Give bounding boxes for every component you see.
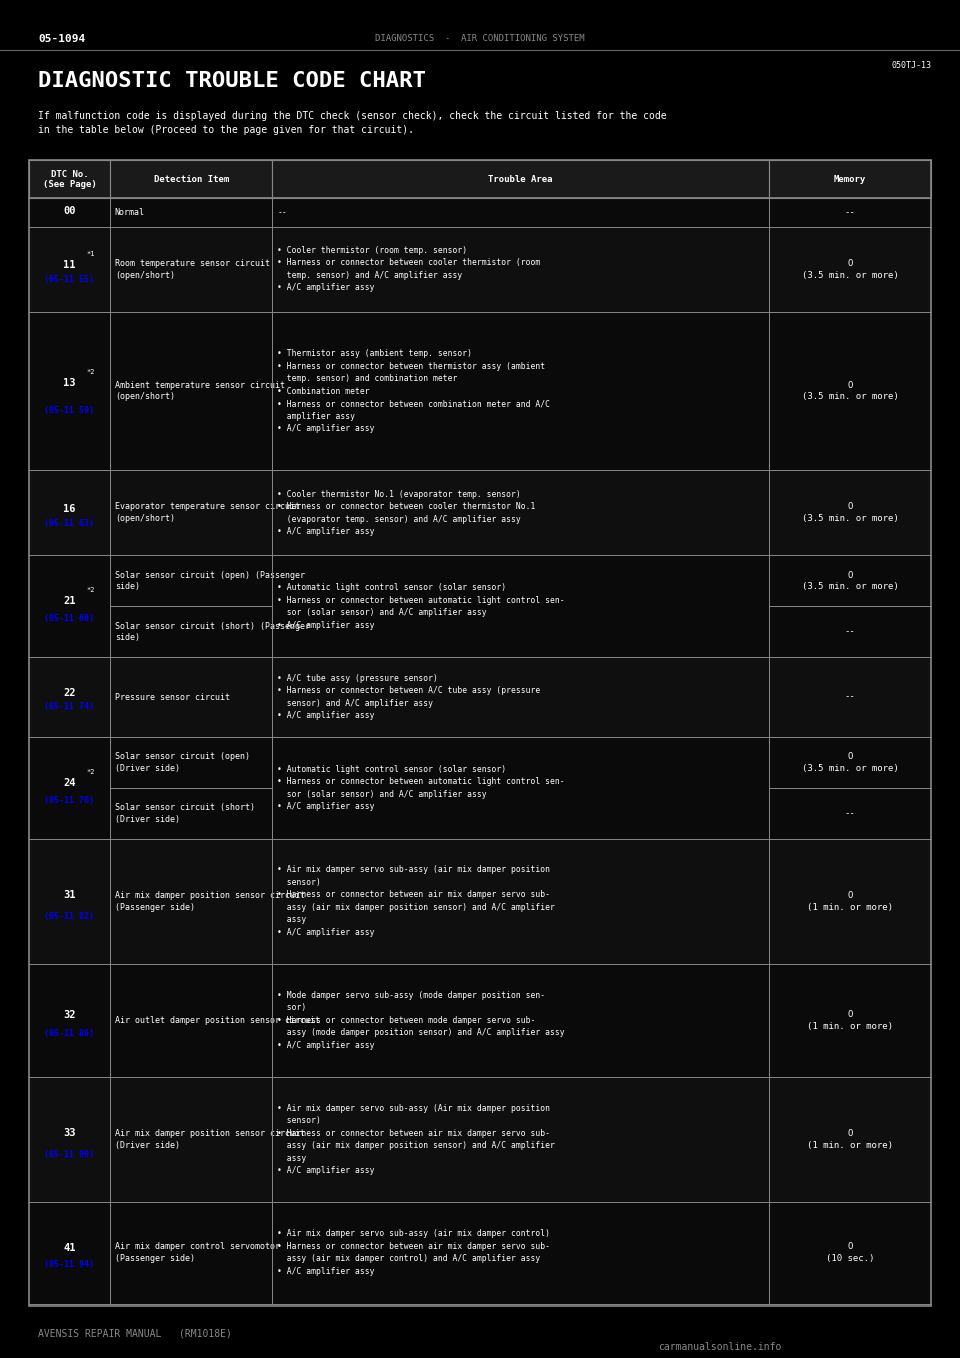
Text: • Automatic light control sensor (solar sensor)
• Harness or connector between a: • Automatic light control sensor (solar … <box>277 583 564 630</box>
Text: 31: 31 <box>63 889 76 900</box>
Text: Ambient temperature sensor circuit
(open/short): Ambient temperature sensor circuit (open… <box>115 380 285 402</box>
Text: (05-11 68): (05-11 68) <box>44 614 94 623</box>
Text: • Air mix damper servo sub-assy (Air mix damper position
  sensor)
• Harness or : • Air mix damper servo sub-assy (Air mix… <box>277 1104 555 1175</box>
Text: *2: *2 <box>86 769 95 775</box>
Bar <box>29 198 931 227</box>
Text: Pressure sensor circuit: Pressure sensor circuit <box>115 693 229 702</box>
Bar <box>29 160 110 198</box>
Text: • Automatic light control sensor (solar sensor)
• Harness or connector between a: • Automatic light control sensor (solar … <box>277 765 564 811</box>
Text: --: -- <box>845 208 855 217</box>
Text: AVENSIS REPAIR MANUAL   (RM1018E): AVENSIS REPAIR MANUAL (RM1018E) <box>38 1328 232 1338</box>
Text: 41: 41 <box>63 1243 76 1252</box>
Bar <box>29 311 931 470</box>
Text: Solar sensor circuit (short)
(Driver side): Solar sensor circuit (short) (Driver sid… <box>115 803 254 824</box>
Text: --: -- <box>277 208 287 217</box>
Text: (05-11 74): (05-11 74) <box>44 702 94 712</box>
Text: Air outlet damper position sensor circuit: Air outlet damper position sensor circui… <box>115 1016 320 1025</box>
Text: • Cooler thermistor (room temp. sensor)
• Harness or connector between cooler th: • Cooler thermistor (room temp. sensor) … <box>277 246 540 292</box>
Text: 22: 22 <box>63 689 76 698</box>
Bar <box>29 160 931 1306</box>
Text: Room temperature sensor circuit
(open/short): Room temperature sensor circuit (open/sh… <box>115 259 270 280</box>
Text: • A/C tube assy (pressure sensor)
• Harness or connector between A/C tube assy (: • A/C tube assy (pressure sensor) • Harn… <box>277 674 540 720</box>
Text: Solar sensor circuit (open) (Passenger
side): Solar sensor circuit (open) (Passenger s… <box>115 570 305 591</box>
Text: *1: *1 <box>86 251 95 257</box>
Text: If malfunction code is displayed during the DTC check (sensor check), check the : If malfunction code is displayed during … <box>38 111 667 136</box>
Text: (05-11 94): (05-11 94) <box>44 1260 94 1270</box>
Text: 33: 33 <box>63 1128 76 1138</box>
Text: O
(3.5 min. or more): O (3.5 min. or more) <box>802 259 899 280</box>
Text: Solar sensor circuit (open)
(Driver side): Solar sensor circuit (open) (Driver side… <box>115 752 250 773</box>
Text: • Thermistor assy (ambient temp. sensor)
• Harness or connector between thermist: • Thermistor assy (ambient temp. sensor)… <box>277 349 550 433</box>
Text: (05-11 63): (05-11 63) <box>44 519 94 528</box>
Bar <box>29 839 931 964</box>
Text: Detection Item: Detection Item <box>154 175 228 183</box>
Text: --: -- <box>845 809 855 818</box>
Bar <box>29 1077 931 1202</box>
Text: O
(1 min. or more): O (1 min. or more) <box>807 1010 893 1031</box>
Text: • Mode damper servo sub-assy (mode damper position sen-
  sor)
• Harness or conn: • Mode damper servo sub-assy (mode dampe… <box>277 991 564 1050</box>
Text: DIAGNOSTIC TROUBLE CODE CHART: DIAGNOSTIC TROUBLE CODE CHART <box>38 71 426 91</box>
Text: O
(3.5 min. or more): O (3.5 min. or more) <box>802 502 899 523</box>
Bar <box>29 964 931 1077</box>
Text: Memory: Memory <box>834 175 866 183</box>
Text: (05-11 90): (05-11 90) <box>44 1150 94 1158</box>
Text: 05-1094: 05-1094 <box>38 34 85 43</box>
Text: O
(3.5 min. or more): O (3.5 min. or more) <box>802 570 899 591</box>
Text: • Air mix damper servo sub-assy (air mix damper position
  sensor)
• Harness or : • Air mix damper servo sub-assy (air mix… <box>277 865 555 937</box>
Text: Solar sensor circuit (short) (Passenger
side): Solar sensor circuit (short) (Passenger … <box>115 622 310 642</box>
Bar <box>29 737 931 839</box>
Text: --: -- <box>845 627 855 637</box>
Text: 050TJ-13: 050TJ-13 <box>891 61 931 71</box>
Text: Evaporator temperature sensor circuit
(open/short): Evaporator temperature sensor circuit (o… <box>115 502 300 523</box>
Bar <box>29 470 931 555</box>
Bar <box>110 160 273 198</box>
Text: • Air mix damper servo sub-assy (air mix damper control)
• Harness or connector : • Air mix damper servo sub-assy (air mix… <box>277 1229 550 1277</box>
Text: 32: 32 <box>63 1009 76 1020</box>
Text: O
(3.5 min. or more): O (3.5 min. or more) <box>802 380 899 402</box>
Text: Air mix damper position sensor circuit
(Passenger side): Air mix damper position sensor circuit (… <box>115 891 305 911</box>
Bar <box>29 1202 931 1304</box>
Text: Trouble Area: Trouble Area <box>489 175 553 183</box>
Text: Air mix damper control servomotor
(Passenger side): Air mix damper control servomotor (Passe… <box>115 1243 279 1263</box>
Bar <box>273 160 769 198</box>
Text: Air mix damper position sensor circuit
(Driver side): Air mix damper position sensor circuit (… <box>115 1128 305 1150</box>
Bar <box>29 657 931 737</box>
Text: 13: 13 <box>63 378 76 388</box>
Bar <box>29 227 931 311</box>
Text: 21: 21 <box>63 596 76 606</box>
Text: --: -- <box>845 693 855 702</box>
Text: (05-11 82): (05-11 82) <box>44 911 94 921</box>
Text: (05-11 76): (05-11 76) <box>44 796 94 804</box>
Text: DIAGNOSTICS  -  AIR CONDITIONING SYSTEM: DIAGNOSTICS - AIR CONDITIONING SYSTEM <box>375 34 585 43</box>
Text: (05-11 86): (05-11 86) <box>44 1029 94 1039</box>
Text: carmanualsonline.info: carmanualsonline.info <box>659 1342 781 1351</box>
Text: O
(1 min. or more): O (1 min. or more) <box>807 891 893 911</box>
Text: O
(1 min. or more): O (1 min. or more) <box>807 1128 893 1150</box>
Text: *2: *2 <box>86 588 95 593</box>
Text: (05-11 55): (05-11 55) <box>44 274 94 284</box>
Text: O
(3.5 min. or more): O (3.5 min. or more) <box>802 752 899 773</box>
Text: 11: 11 <box>63 259 76 270</box>
Text: • Cooler thermistor No.1 (evaporator temp. sensor)
• Harness or connector betwee: • Cooler thermistor No.1 (evaporator tem… <box>277 490 536 536</box>
Bar <box>29 555 931 657</box>
Text: *2: *2 <box>86 369 95 375</box>
Text: 16: 16 <box>63 504 76 513</box>
Text: O
(10 sec.): O (10 sec.) <box>826 1243 875 1263</box>
Bar <box>769 160 931 198</box>
Text: (05-11 59): (05-11 59) <box>44 406 94 414</box>
Text: DTC No.
(See Page): DTC No. (See Page) <box>42 170 96 189</box>
Text: Normal: Normal <box>115 208 145 217</box>
Text: 24: 24 <box>63 778 76 788</box>
Text: 00: 00 <box>63 206 76 216</box>
